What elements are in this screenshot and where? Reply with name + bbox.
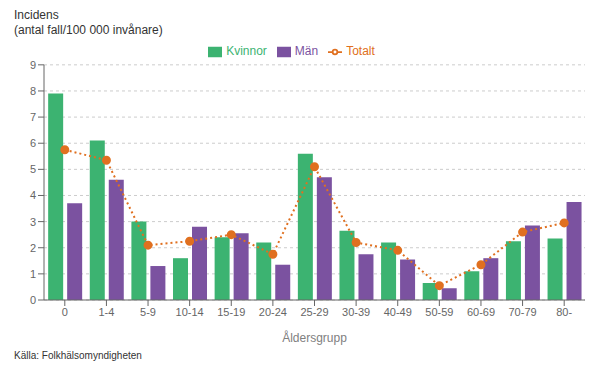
- svg-text:1-4: 1-4: [98, 306, 114, 318]
- svg-text:50-59: 50-59: [425, 306, 453, 318]
- svg-text:8: 8: [30, 85, 36, 97]
- svg-text:10-14: 10-14: [176, 306, 204, 318]
- html-text:Totalt: Totalt: [346, 44, 375, 58]
- svg-text:30-39: 30-39: [342, 306, 370, 318]
- svg-text:6: 6: [30, 137, 36, 149]
- svg-text:80-: 80-: [556, 306, 572, 318]
- html-text:Kvinnor: Kvinnor: [226, 44, 267, 58]
- svg-text:7: 7: [30, 111, 36, 123]
- svg-text:15-19: 15-19: [217, 306, 245, 318]
- svg-text:4: 4: [30, 189, 36, 201]
- svg-text:9: 9: [30, 59, 36, 71]
- svg-text:3: 3: [30, 216, 36, 228]
- svg-text:70-79: 70-79: [509, 306, 537, 318]
- svg-text:20-24: 20-24: [259, 306, 287, 318]
- svg-text:5: 5: [30, 163, 36, 175]
- svg-text:60-69: 60-69: [467, 306, 495, 318]
- svg-text:25-29: 25-29: [300, 306, 328, 318]
- svg-text:1: 1: [30, 268, 36, 280]
- html-text:Män: Män: [294, 44, 319, 58]
- svg-text:40-49: 40-49: [384, 306, 412, 318]
- html-text:Källa: Folkhälsomyndigheten: Källa: Folkhälsomyndigheten: [14, 350, 142, 361]
- svg-text:0: 0: [30, 294, 36, 306]
- html-text:Incidens: Incidens: [14, 8, 59, 22]
- svg-text:Åldersgrupp: Åldersgrupp: [282, 330, 347, 345]
- html-text:(antal fall/100 000 invånare): (antal fall/100 000 invånare): [14, 23, 163, 37]
- svg-text:2: 2: [30, 242, 36, 254]
- svg-text:0: 0: [62, 306, 68, 318]
- svg-text:5-9: 5-9: [140, 306, 156, 318]
